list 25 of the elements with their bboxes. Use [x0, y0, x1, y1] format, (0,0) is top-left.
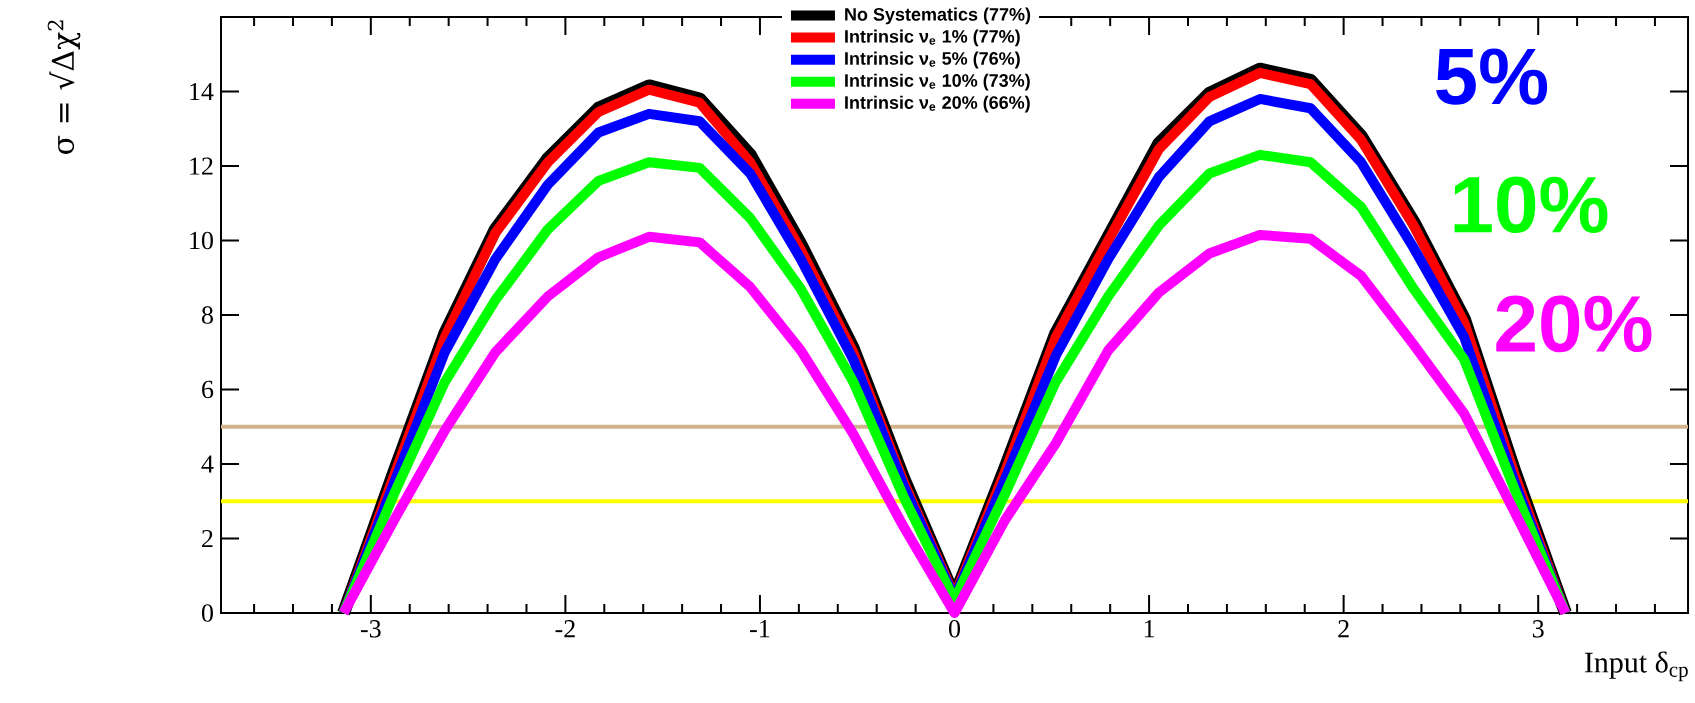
annotation: 10% — [1454, 176, 1608, 234]
legend-label: No Systematics (77%) — [845, 7, 1031, 25]
x-tick-label: -2 — [555, 620, 575, 638]
legend-label: Intrinsic ν$_{e}$ 10% (73%) — [845, 73, 1030, 91]
annotation: 20% — [1496, 295, 1652, 353]
y-tick-label: 0 — [201, 604, 213, 622]
x-tick-label: 3 — [1532, 620, 1544, 638]
legend-label: Intrinsic ν$_{e}$ 20% (66%) — [845, 95, 1030, 113]
y-tick-label: 10 — [190, 231, 213, 250]
x-tick-label: 1 — [1144, 620, 1155, 638]
y-tick-label: 8 — [201, 306, 213, 324]
legend-label: Intrinsic ν$_{e}$ 1% (77%) — [845, 29, 1020, 47]
x-tick-label: -3 — [360, 620, 381, 638]
y-tick-label: 2 — [202, 529, 213, 548]
y-tick-label: 4 — [201, 455, 214, 473]
annotation: 5% — [1436, 48, 1548, 105]
legend-label: Intrinsic ν$_{e}$ 5% (76%) — [845, 51, 1020, 69]
x-axis-title: Input δ$_{cp}$ — [1584, 651, 1688, 682]
y-axis-title: σ = √Δχ$^{2}$ — [47, 20, 81, 154]
x-tick-label: 0 — [949, 620, 961, 638]
y-tick-label: 14 — [190, 82, 214, 101]
y-tick-label: 6 — [202, 380, 214, 399]
x-tick-label: -1 — [750, 620, 770, 638]
y-tick-label: 12 — [190, 157, 213, 175]
x-tick-label: 2 — [1338, 620, 1349, 638]
